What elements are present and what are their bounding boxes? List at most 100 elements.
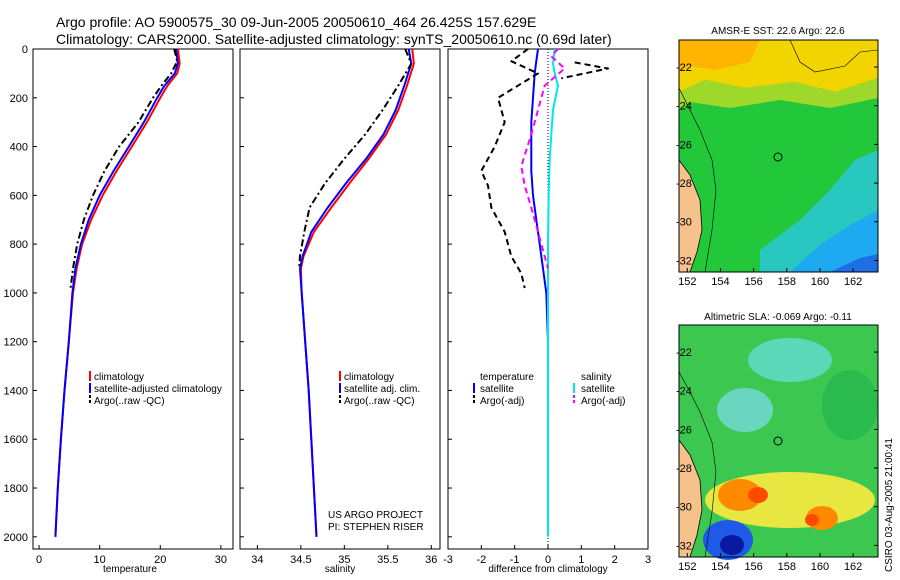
- sst-x-axis: 152 154 156 158 160 162: [678, 268, 862, 288]
- sla-warm-1: [718, 479, 762, 511]
- series-satellite-adjusted-climatology: [54, 48, 179, 537]
- sst-yellowgreen-band: [679, 78, 878, 110]
- sst-ridge-contour: [789, 39, 879, 73]
- map-x-tick-label: 154: [711, 276, 729, 288]
- map-x-tick-label: 162: [844, 276, 862, 288]
- sla-green-blob: [822, 370, 878, 440]
- legend-label-argo: Argo(..raw -QC): [94, 396, 165, 407]
- series-temperature-satellite: [530, 48, 549, 452]
- map-y-tick-label: -26: [676, 424, 692, 436]
- depth-tick-label: 600: [10, 190, 28, 202]
- sst-map-panel: AMSR-E SST: 22.6 Argo: 22.6 152 154 156 158…: [676, 26, 879, 288]
- legend-label-satellite: satellite-adjusted climatology: [94, 384, 222, 395]
- x-tick-label: 34: [251, 554, 263, 566]
- temperature-plot-frame: [32, 48, 234, 550]
- map-y-tick-label: -24: [676, 386, 692, 398]
- sst-y-axis: -22 -24 -26 -28 -30 -32: [676, 62, 878, 267]
- map-y-tick-label: -30: [676, 217, 692, 229]
- depth-tick-label: 1400: [4, 385, 28, 397]
- sla-map-panel: Altimetric SLA: -0.069 Argo: -0.11 152 15…: [676, 312, 879, 573]
- series-climatology: [299, 48, 415, 537]
- title-line-1: Argo profile: AO 5900575_30 09-Jun-2005 …: [56, 14, 536, 30]
- depth-tick-label: 1600: [4, 434, 28, 446]
- sla-warm-4: [805, 514, 819, 526]
- temperature-x-axis: 0 10 20 30: [36, 545, 227, 566]
- x-tick-label: -1: [510, 554, 520, 566]
- sst-cold-water: [790, 210, 878, 272]
- sst-shelf-contour: [678, 87, 717, 273]
- series-argo-raw-qc: [298, 48, 413, 269]
- sla-low-2: [720, 535, 744, 555]
- series-argo-raw-qc: [69, 48, 179, 289]
- map-x-tick-label: 152: [678, 276, 696, 288]
- legend-label-temperature-argo: Argo(-adj): [480, 396, 524, 407]
- sla-map-title: Altimetric SLA: -0.069 Argo: -0.11: [704, 312, 852, 323]
- salinity-series: [298, 48, 415, 537]
- sst-map-title: AMSR-E SST: 22.6 Argo: 22.6: [711, 26, 845, 37]
- series-satellite-adj-clim: [299, 48, 413, 537]
- x-tick-label: 10: [94, 554, 106, 566]
- depth-tick-label: 2000: [4, 532, 28, 544]
- map-x-tick-label: 160: [811, 561, 829, 573]
- depth-tick-label: 0: [22, 44, 28, 56]
- depth-axis: 0 200 400 600 800 1000 1200 1400 1600 1800 2000: [4, 44, 37, 544]
- legend-label-climatology: climatology: [344, 372, 394, 383]
- salinity-x-axis: 34 34.5 35 35.5 36: [240, 48, 437, 566]
- depth-tick-label: 800: [10, 239, 28, 251]
- series-salinity-satellite: [547, 48, 559, 537]
- csiro-timestamp: CSIRO 03-Aug-2005 21:00:41: [884, 438, 895, 572]
- depth-tick-label: 1200: [4, 337, 28, 349]
- x-tick-label: 35: [338, 554, 350, 566]
- salinity-plot-frame: [239, 48, 441, 550]
- salinity-axis-label: salinity: [325, 564, 356, 575]
- x-tick-label: 0: [545, 554, 551, 566]
- map-x-tick-label: 162: [844, 561, 862, 573]
- x-tick-label: 1: [578, 554, 584, 566]
- x-tick-label: 2: [612, 554, 618, 566]
- map-y-tick-label: -32: [676, 540, 692, 552]
- difference-legend-temperature: temperature satellite Argo(-adj): [473, 372, 534, 407]
- temperature-legend: climatology satellite-adjusted climatolo…: [89, 371, 222, 407]
- difference-x-axis: -3 -2 -1 0 1 2 3: [443, 48, 651, 566]
- legend-label-temperature-satellite: satellite: [480, 384, 514, 395]
- series-salinity-argo-adj: [520, 48, 566, 269]
- map-y-tick-label: -30: [676, 502, 692, 514]
- sla-float-marker: [773, 436, 783, 446]
- x-tick-label: 0: [36, 554, 42, 566]
- title-line-2: Climatology: CARS2000. Satellite-adjuste…: [56, 31, 612, 47]
- salinity-panel: 34 34.5 35 35.5 36 salinity climatology sate…: [239, 48, 441, 575]
- map-y-tick-label: -26: [676, 139, 692, 151]
- difference-legend-salinity: salinity satellite Argo(-adj): [573, 372, 625, 407]
- sla-y-axis: -22 -24 -26 -28 -30 -32: [676, 347, 878, 552]
- x-tick-label: -2: [476, 554, 486, 566]
- temperature-panel: 0 200 400 600 800 1000 1200 1400 1600 1800 2000 0 1…: [4, 44, 234, 575]
- sst-map-frame: [678, 39, 879, 273]
- legend-title-temperature: temperature: [480, 372, 534, 383]
- series-climatology: [54, 48, 181, 537]
- difference-axis-label: difference from climatology: [488, 564, 607, 575]
- sst-coastline: [678, 159, 703, 273]
- sst-float-marker: [773, 152, 783, 162]
- x-tick-label: 34.5: [290, 554, 311, 566]
- legend-label-salinity-satellite: satellite: [581, 384, 615, 395]
- sla-cyan-blob-2: [717, 388, 773, 432]
- series-temperature-argo-adj-spike: [561, 61, 609, 80]
- legend-title-salinity: salinity: [581, 372, 612, 383]
- map-x-tick-label: 156: [744, 276, 762, 288]
- map-x-tick-label: 158: [778, 561, 796, 573]
- sst-land: [679, 160, 702, 272]
- map-x-tick-label: 154: [711, 561, 729, 573]
- legend-label-satellite: satellite adj. clim.: [344, 384, 420, 395]
- sla-map-frame: [678, 324, 879, 558]
- map-y-tick-label: -28: [676, 178, 692, 190]
- difference-panel: -3 -2 -1 0 1 2 3 difference from climatology t…: [443, 48, 651, 575]
- depth-tick-label: 400: [10, 142, 28, 154]
- legend-label-argo: Argo(..raw -QC): [344, 396, 415, 407]
- map-y-tick-label: -22: [676, 347, 692, 359]
- sla-land: [679, 440, 702, 557]
- map-y-tick-label: -24: [676, 101, 692, 113]
- salinity-legend: climatology satellite adj. clim. Argo(..…: [339, 371, 420, 407]
- depth-tick-label: 200: [10, 93, 28, 105]
- map-y-tick-label: -28: [676, 463, 692, 475]
